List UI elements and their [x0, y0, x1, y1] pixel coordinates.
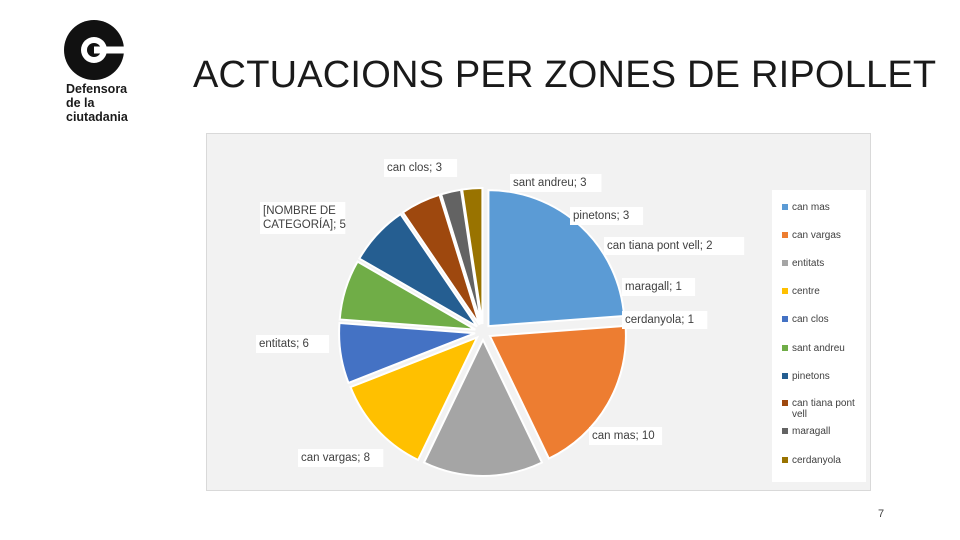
pie-slice-sant-andreu — [338, 260, 476, 331]
pie-slice-can-mas — [487, 189, 626, 328]
logo-line-3: ciutadania — [66, 110, 128, 124]
pie-slice-entitats — [422, 337, 544, 477]
legend-swatch-icon — [782, 373, 788, 379]
logo-line-2: de la — [66, 96, 95, 110]
svg-text:entitats; 6: entitats; 6 — [259, 338, 309, 350]
defensora-logo — [62, 18, 162, 128]
pie-slice-can-vargas — [488, 324, 627, 460]
legend-label: can mas — [792, 202, 830, 213]
data-label-can-clos: can clos; 3 — [384, 159, 458, 177]
logo-wordmark: Defensora de la ciutadania — [66, 82, 128, 124]
legend-swatch-icon — [782, 400, 788, 406]
legend-swatch-icon — [782, 232, 788, 238]
page-number: 7 — [878, 508, 885, 520]
pie-slice-maragall — [439, 188, 483, 325]
legend-swatch-icon — [782, 288, 788, 294]
data-label-can-vargas: can vargas; 8 — [298, 449, 384, 467]
svg-text:sant andreu; 3: sant andreu; 3 — [513, 177, 587, 189]
legend-swatch-icon — [782, 428, 788, 434]
legend-label: sant andreu — [792, 343, 845, 354]
svg-text:cerdanyola; 1: cerdanyola; 1 — [625, 314, 694, 326]
chart-legend: can mas can vargas entitats centre can clos s… — [772, 190, 866, 482]
legend-swatch-icon — [782, 204, 788, 210]
data-label-can-tiana-pont-vell: can tiana pont vell; 2 — [604, 237, 745, 255]
pie-slice-pinetons — [357, 212, 478, 328]
legend-swatch-icon — [782, 457, 788, 463]
svg-text:maragall; 1: maragall; 1 — [625, 281, 682, 293]
pie-chart: can mas; 10 can vargas; 8 entitats; 6 [NOMB… — [206, 133, 871, 491]
svg-text:can vargas; 8: can vargas; 8 — [301, 452, 370, 464]
data-label-cerdanyola: cerdanyola; 1 — [622, 311, 708, 329]
data-label-can-mas: can mas; 10 — [589, 427, 663, 445]
legend-label: pinetons — [792, 371, 830, 382]
svg-text:pinetons; 3: pinetons; 3 — [573, 210, 629, 222]
data-label-entitats: entitats; 6 — [256, 335, 330, 353]
pie-slice-cerdanyola — [460, 187, 484, 325]
pie-slice-can-clos — [338, 321, 476, 385]
data-label-pinetons: pinetons; 3 — [570, 207, 644, 225]
data-label-maragall: maragall; 1 — [622, 278, 696, 296]
legend-label: entitats — [792, 258, 825, 269]
legend-label: maragall — [792, 426, 831, 437]
legend-label: centre — [792, 286, 820, 297]
legend-label: can clos — [792, 314, 829, 325]
slide-title: ACTUACIONS PER ZONES DE RIPOLLET — [193, 54, 937, 96]
svg-text:can tiana pont vell; 2: can tiana pont vell; 2 — [607, 240, 713, 252]
legend-label: cerdanyola — [792, 455, 841, 466]
legend-label: can tiana pont vell — [792, 398, 855, 420]
legend-swatch-icon — [782, 316, 788, 322]
logo-mark-icon — [64, 20, 126, 80]
legend-swatch-icon — [782, 260, 788, 266]
pie-slice-centre — [349, 335, 480, 462]
legend-label: can vargas — [792, 230, 841, 241]
data-label-sant-andreu: sant andreu; 3 — [510, 174, 602, 192]
logo-line-1: Defensora — [66, 82, 128, 96]
pie-slice-can-tiana-pont-vell — [401, 193, 481, 326]
data-label-centre: [NOMBRE DE CATEGORÍA]; 5 — [260, 202, 346, 234]
svg-text:can mas; 10: can mas; 10 — [592, 430, 655, 442]
svg-text:can clos; 3: can clos; 3 — [387, 162, 442, 174]
pie-chart-canvas: can mas; 10 can vargas; 8 entitats; 6 [NOMB… — [256, 159, 745, 477]
legend-swatch-icon — [782, 345, 788, 351]
